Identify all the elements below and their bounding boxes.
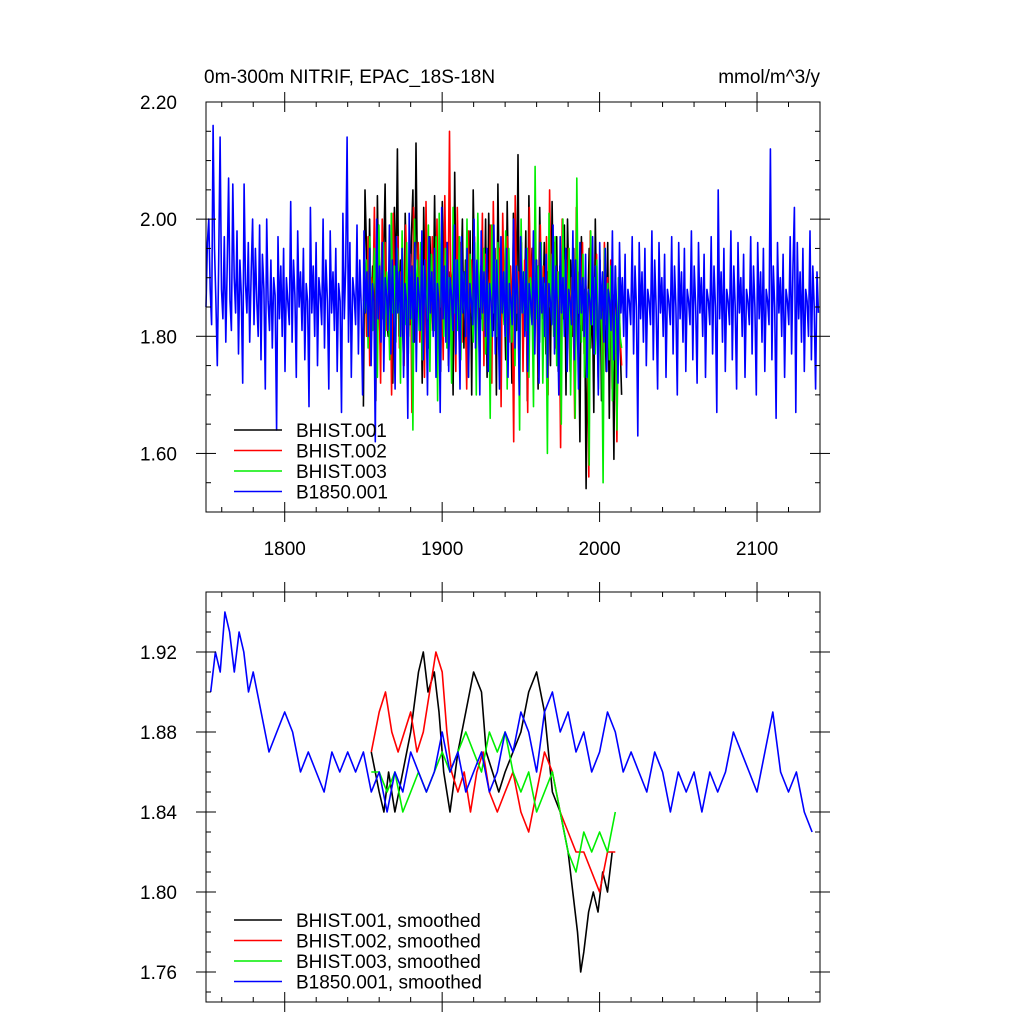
top-y-tick-label: 2.00 bbox=[140, 210, 177, 231]
top-x-tick-label: 1800 bbox=[264, 539, 306, 560]
bottom-series-line-2 bbox=[370, 651, 616, 893]
top-legend-label-3: BHIST.003 bbox=[296, 462, 387, 483]
bottom-y-tick-label: 1.84 bbox=[140, 803, 177, 824]
bottom-legend-label-3: BHIST.003, smoothed bbox=[296, 952, 481, 973]
top-chart-units: mmol/m^3/y bbox=[718, 67, 820, 88]
bottom-y-tick-label: 1.88 bbox=[140, 723, 177, 744]
top-plot: 1800 1900 2000 2100 1.60 1.80 2.00 2.20 0m-300m… bbox=[140, 67, 830, 560]
bottom-y-tick-label: 1.92 bbox=[140, 643, 177, 664]
bottom-series-line-4 bbox=[209, 611, 813, 833]
bottom-y-tick-label: 1.80 bbox=[140, 883, 177, 904]
bottom-legend-label-1: BHIST.001, smoothed bbox=[296, 911, 481, 932]
bottom-series-line-1 bbox=[370, 651, 613, 973]
bottom-series-group bbox=[209, 611, 813, 973]
top-x-tick-label: 2100 bbox=[736, 539, 778, 560]
bottom-plot: 1.76 1.80 1.84 1.88 1.92 BHIST.001, smoothed… bbox=[140, 582, 830, 1012]
top-y-tick-label: 1.60 bbox=[140, 444, 177, 465]
top-x-tick-label: 2000 bbox=[578, 539, 620, 560]
bottom-series-line-3 bbox=[371, 731, 617, 873]
top-chart-title: 0m-300m NITRIF, EPAC_18S-18N bbox=[204, 67, 495, 88]
top-y-tick-label: 1.80 bbox=[140, 327, 177, 348]
top-series-line-4 bbox=[205, 124, 820, 443]
bottom-legend-label-4: B1850.001, smoothed bbox=[296, 973, 482, 994]
top-legend-label-2: BHIST.002 bbox=[296, 442, 387, 463]
bottom-ticks-group: 1.76 1.80 1.84 1.88 1.92 bbox=[140, 582, 830, 1012]
bottom-y-tick-label: 1.76 bbox=[140, 963, 177, 984]
top-x-tick-label: 1900 bbox=[421, 539, 463, 560]
top-y-tick-label: 2.20 bbox=[140, 93, 177, 114]
top-ticks-group: 1800 1900 2000 2100 1.60 1.80 2.00 2.20 bbox=[140, 92, 830, 560]
top-legend-label-4: B1850.001 bbox=[296, 483, 388, 504]
top-legend-label-1: BHIST.001 bbox=[296, 421, 387, 442]
bottom-legend-label-2: BHIST.002, smoothed bbox=[296, 932, 481, 953]
top-series-group bbox=[205, 124, 820, 490]
bottom-plot-frame bbox=[205, 591, 821, 1003]
